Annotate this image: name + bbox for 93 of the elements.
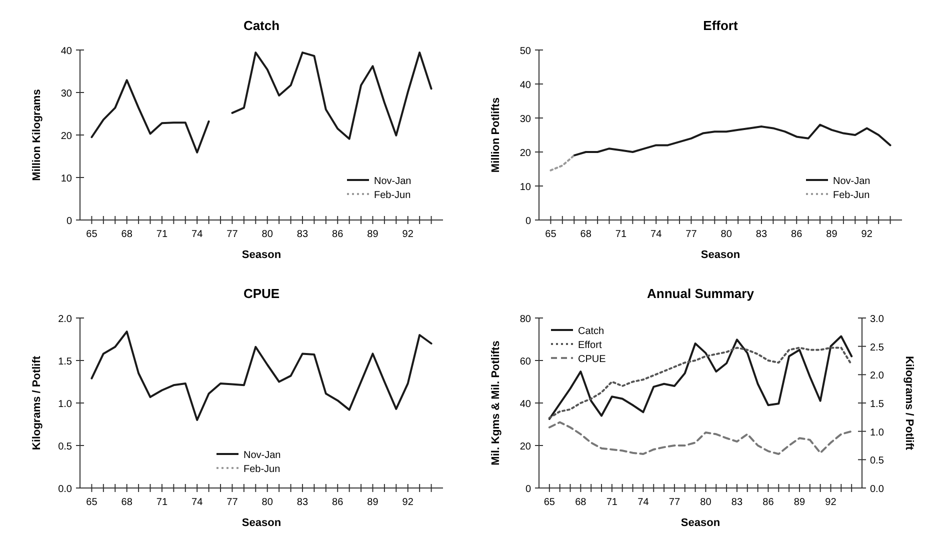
x-tick-label: 77 xyxy=(226,229,238,240)
x-tick-label: 83 xyxy=(296,497,308,508)
y2-tick-label: 1.5 xyxy=(870,399,884,410)
x-tick-label: 86 xyxy=(332,497,344,508)
x-axis-title: Season xyxy=(680,517,720,529)
legend-label: CPUE xyxy=(578,354,606,365)
y-tick-label: 1.5 xyxy=(58,356,72,368)
x-tick-label: 77 xyxy=(226,497,238,508)
chart-title: Effort xyxy=(703,18,738,33)
y-tick-label: 40 xyxy=(60,46,72,57)
y-tick-label: 0.5 xyxy=(58,442,72,452)
line-series xyxy=(90,330,432,421)
x-tick-label: 86 xyxy=(762,497,774,508)
x-tick-label: 68 xyxy=(575,497,587,508)
x-tick-label: 65 xyxy=(544,497,556,508)
y-tick-label: 40 xyxy=(520,399,532,410)
y-tick-label: 0 xyxy=(525,216,532,227)
x-tick-label: 74 xyxy=(650,229,662,240)
x-tick-label: 68 xyxy=(580,229,592,240)
x-tick-label: 65 xyxy=(545,229,557,240)
x-axis-title: Season xyxy=(700,249,740,261)
chart-title: Annual Summary xyxy=(647,286,755,301)
x-tick-label: 71 xyxy=(156,229,168,240)
legend-label: Feb-Jun xyxy=(244,464,280,475)
y-tick-label: 10 xyxy=(60,174,72,184)
legend-label: Nov-Jan xyxy=(374,176,412,187)
x-tick-label: 92 xyxy=(861,229,873,240)
y2-tick-label: 2.0 xyxy=(870,370,884,382)
x-tick-label: 74 xyxy=(192,229,204,240)
x-tick-label: 83 xyxy=(296,229,308,240)
y-axis-title: Kilograms / Potlift xyxy=(31,356,43,450)
y2-tick-label: 2.5 xyxy=(870,342,884,354)
x-tick-label: 71 xyxy=(156,497,168,508)
x-tick-label: 92 xyxy=(402,229,414,240)
x-tick-label: 86 xyxy=(791,229,803,240)
x-tick-label: 65 xyxy=(86,229,98,240)
y-tick-label: 20 xyxy=(60,131,72,142)
line-series xyxy=(548,421,853,455)
y-tick-label: 80 xyxy=(520,314,532,325)
x-axis-title: Season xyxy=(242,517,282,529)
y-tick-label: 40 xyxy=(520,80,532,91)
x-tick-label: 74 xyxy=(192,497,204,508)
line-series xyxy=(573,124,892,156)
chart-title: CPUE xyxy=(243,286,280,301)
x-axis-title: Season xyxy=(242,249,282,261)
y-tick-label: 20 xyxy=(520,442,532,452)
x-tick-label: 71 xyxy=(606,497,618,508)
x-tick-label: 80 xyxy=(262,229,274,240)
x-tick-label: 89 xyxy=(367,229,379,240)
y2-tick-label: 0.5 xyxy=(870,456,884,467)
legend-label: Feb-Jun xyxy=(374,190,411,201)
x-tick-label: 92 xyxy=(825,497,837,508)
y2-tick-label: 0.0 xyxy=(870,484,884,495)
x-tick-label: 68 xyxy=(121,229,133,240)
legend-label: Catch xyxy=(578,326,604,337)
y-tick-label: 20 xyxy=(520,148,532,159)
y-tick-label: 0.0 xyxy=(58,484,72,495)
x-tick-label: 89 xyxy=(367,497,379,508)
x-tick-label: 77 xyxy=(686,229,698,240)
y-tick-label: 0 xyxy=(525,484,532,495)
x-tick-label: 83 xyxy=(731,497,743,508)
legend-label: Feb-Jun xyxy=(833,190,870,201)
y-tick-label: 2.0 xyxy=(58,314,72,325)
x-tick-label: 89 xyxy=(826,229,838,240)
y-axis-title: Million Potlifts xyxy=(490,97,502,173)
chart-title: Catch xyxy=(243,18,280,33)
legend-label: Effort xyxy=(578,340,602,351)
y-tick-label: 10 xyxy=(520,182,532,193)
y-axis-title: Mil. Kgms & Mil. Potlifts xyxy=(490,340,502,466)
y-axis-title: Million Kilograms xyxy=(31,89,43,181)
y-tick-label: 0 xyxy=(66,216,72,227)
y2-tick-label: 1.0 xyxy=(870,427,884,438)
x-tick-label: 80 xyxy=(262,497,274,508)
y-tick-label: 1.0 xyxy=(58,399,72,410)
x-tick-label: 80 xyxy=(720,229,732,240)
x-tick-label: 92 xyxy=(402,497,414,508)
y-tick-label: 50 xyxy=(520,46,532,57)
x-tick-label: 83 xyxy=(756,229,768,240)
x-tick-label: 89 xyxy=(794,497,806,508)
y-tick-label: 60 xyxy=(520,356,532,368)
x-tick-label: 77 xyxy=(668,497,680,508)
x-tick-label: 68 xyxy=(121,497,133,508)
x-tick-label: 71 xyxy=(615,229,627,240)
x-tick-label: 65 xyxy=(86,497,98,508)
y2-tick-label: 3.0 xyxy=(870,314,884,325)
x-tick-label: 80 xyxy=(700,497,712,508)
y2-axis-title: Kilograms / Potlift xyxy=(903,356,915,450)
y-tick-label: 30 xyxy=(520,114,532,125)
x-tick-label: 86 xyxy=(332,229,344,240)
legend-label: Nov-Jan xyxy=(244,450,281,461)
legend-label: Nov-Jan xyxy=(833,176,870,187)
y-tick-label: 30 xyxy=(60,88,72,100)
x-tick-label: 74 xyxy=(638,497,650,508)
